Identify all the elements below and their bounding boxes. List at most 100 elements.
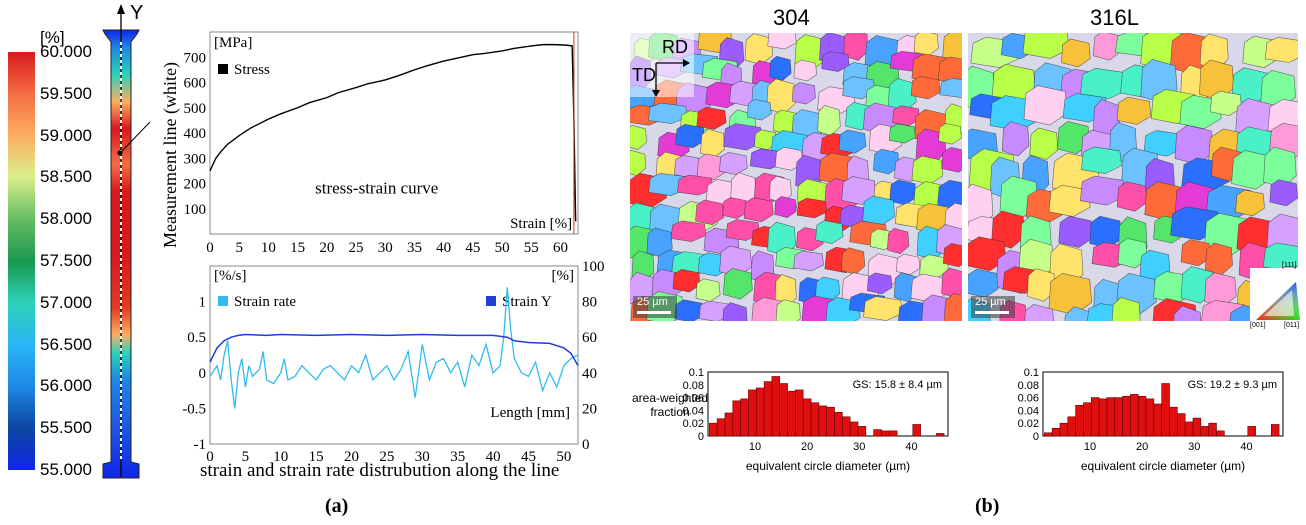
plot-frame <box>209 31 579 235</box>
grain <box>700 128 726 158</box>
grain <box>1081 146 1123 174</box>
y-tick-label: 0 <box>199 366 207 382</box>
colorbar-tick-label: 57.500 <box>40 251 92 270</box>
grain-size-annotation: GS: 19.2 ± 9.3 µm <box>1188 379 1277 391</box>
scale-bar-304: 25 µm <box>633 296 677 318</box>
grain <box>769 55 792 81</box>
x-tick-label: 30 <box>853 441 865 453</box>
grain <box>1173 305 1202 321</box>
y2-tick-label: 20 <box>582 401 597 417</box>
grain <box>793 59 817 82</box>
x-tick-label: 20 <box>319 240 334 254</box>
rd-td-axes: RD TD <box>630 33 694 97</box>
y-tick-label: 0.08 <box>1018 380 1039 392</box>
y-axis-label: Y <box>130 2 144 24</box>
grain <box>1269 179 1298 207</box>
hist-bar <box>771 376 781 437</box>
grain <box>838 129 867 154</box>
hist-bar <box>763 381 773 437</box>
x-tick-label: 60 <box>553 240 568 254</box>
rd-label: RD <box>662 37 688 57</box>
specimen <box>102 4 151 479</box>
hist-bar <box>1208 422 1217 437</box>
y-tick-label: 0 <box>1033 431 1039 443</box>
x-axis-label: Length [mm] <box>490 405 570 421</box>
grain <box>695 199 725 226</box>
colorbar <box>8 52 35 470</box>
grain <box>943 293 962 321</box>
colorbar-tick-label: 55.000 <box>40 460 92 479</box>
grain <box>1061 38 1091 68</box>
hist-bar <box>826 406 835 437</box>
colorbar-unit: [%] <box>40 28 65 47</box>
colorbar-tick-label: 58.500 <box>40 167 92 187</box>
td-label: TD <box>632 65 656 85</box>
hist-bar <box>740 398 749 437</box>
hist-bar <box>1090 397 1100 437</box>
colorbar-tick-label: 57.000 <box>40 292 92 312</box>
x-tick-label: 15 <box>309 449 324 465</box>
grain <box>793 250 824 272</box>
y-tick-label: 0.04 <box>1018 405 1039 417</box>
y-tick-label: 0.08 <box>683 380 704 392</box>
grain <box>817 105 841 137</box>
hist-bar <box>1161 383 1170 437</box>
x-tick-label: 50 <box>556 449 571 465</box>
hist-bar <box>732 400 741 437</box>
x-tick-label: 40 <box>905 441 917 453</box>
x-tick-label: 25 <box>349 240 364 254</box>
hist-bar <box>724 412 734 437</box>
y-tick-label: 0.1 <box>1024 367 1039 379</box>
histogram-316l: 00.020.040.060.080.1 10 20 30 40 GS: 19.2 ± 9… <box>1018 367 1284 473</box>
y-tick-label: -0.5 <box>182 401 206 417</box>
grain <box>895 253 921 275</box>
x-axis-label: equivalent circle diameter (µm) <box>1081 459 1245 473</box>
panel-b-label: (b) <box>975 495 1000 517</box>
colorbar-tick-label: 56.500 <box>40 334 92 354</box>
ipf-111-label: [111] <box>1282 262 1297 269</box>
hist-bar <box>935 433 945 437</box>
plot-frame <box>209 265 579 445</box>
x-tick-label: 30 <box>1188 441 1200 453</box>
hist-bar <box>1067 416 1076 437</box>
y-tick-label: 100 <box>184 202 207 218</box>
grain <box>722 302 748 321</box>
grain-size-annotation: GS: 15.8 ± 8.4 µm <box>853 379 942 391</box>
x-tick-label: 30 <box>378 240 393 254</box>
hist-bar <box>873 429 882 437</box>
x-tick-label: 55 <box>524 240 539 254</box>
grain <box>941 147 962 173</box>
x-tick-label: 10 <box>749 441 761 453</box>
hist-bar <box>1083 402 1092 437</box>
x-axis-label: Strain [%] <box>510 216 572 232</box>
y-tick-label: 0.1 <box>689 367 704 379</box>
strain-chart-caption: strain and strain rate distrubution alon… <box>200 460 560 481</box>
hist-bar <box>1051 428 1061 437</box>
legend-label-stress: Stress <box>234 62 270 78</box>
grain <box>630 149 647 176</box>
x-tick-label: 40 <box>486 449 501 465</box>
x-tick-label: 20 <box>1136 441 1148 453</box>
hist-bar <box>779 383 788 437</box>
hist-bar <box>748 389 757 437</box>
x-tick-label: 50 <box>495 240 510 254</box>
grain <box>941 267 962 299</box>
y-tick-label: -1 <box>194 437 207 453</box>
hist-bar <box>1184 421 1194 437</box>
ipf-legend: [111] [001] [011] <box>1250 262 1306 330</box>
grain <box>769 175 792 204</box>
hist-bar <box>716 418 726 437</box>
grain <box>968 268 999 298</box>
grain <box>791 82 816 105</box>
x-tick-label: 15 <box>290 240 305 254</box>
grain <box>1048 184 1091 217</box>
hist-bar <box>1200 426 1209 437</box>
hist-bar <box>1216 430 1225 437</box>
grain <box>767 221 797 256</box>
hist-bar <box>1270 424 1280 437</box>
grain <box>862 195 896 226</box>
grain <box>1001 121 1030 157</box>
x-tick-label: 30 <box>415 449 430 465</box>
grain <box>743 197 774 223</box>
grain <box>911 155 944 185</box>
